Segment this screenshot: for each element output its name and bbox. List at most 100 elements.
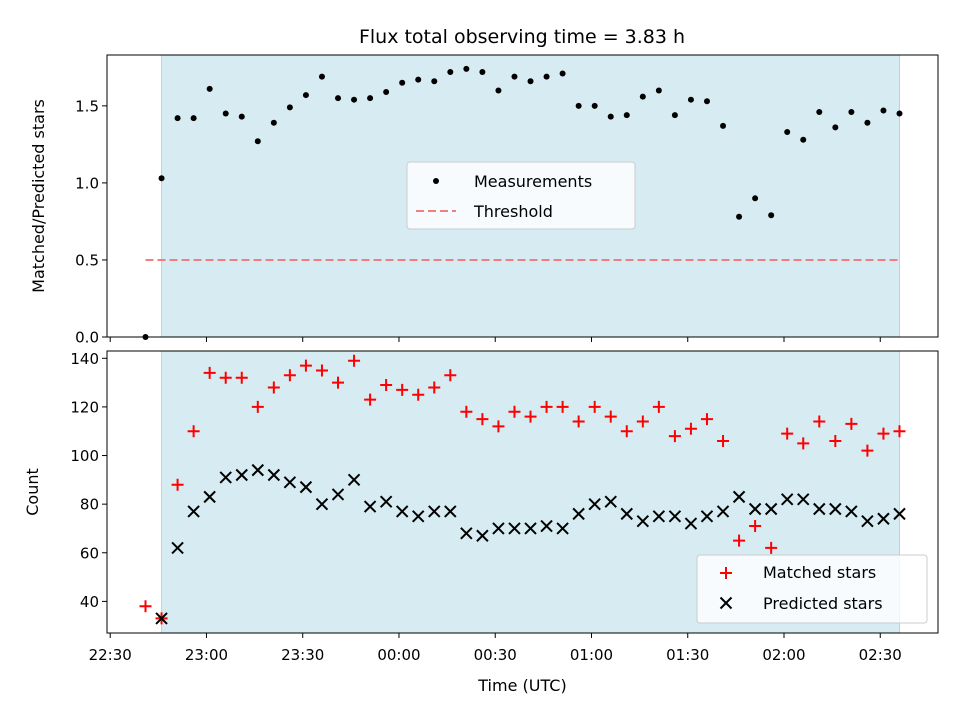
matched-star-point <box>203 366 216 379</box>
top-legend: Measurements Threshold <box>406 161 636 230</box>
measurement-point <box>623 112 630 119</box>
matched-star-point <box>765 541 778 554</box>
measurement-point <box>254 138 261 145</box>
measurement-point <box>880 107 887 114</box>
predicted-star-point <box>780 493 794 506</box>
predicted-star-point <box>732 490 746 504</box>
measurement-point <box>848 109 855 116</box>
measurement-point <box>655 87 662 94</box>
x-tick-label: 02:30 <box>859 646 902 664</box>
matched-star-point <box>700 413 713 426</box>
matched-star-point <box>283 369 296 382</box>
measurement-point <box>479 68 486 75</box>
predicted-star-point <box>412 510 425 523</box>
legend-measurements-label: Measurements <box>474 172 592 191</box>
predicted-star-point <box>171 541 184 555</box>
predicted-star-point <box>444 505 457 518</box>
predicted-star-point <box>604 495 617 508</box>
measurement-point <box>543 73 550 80</box>
matched-star-point <box>797 437 810 450</box>
measurement-point <box>174 115 181 122</box>
legend-threshold-label: Threshold <box>473 202 553 221</box>
predicted-star-point <box>861 514 874 528</box>
y-tick-label: 100 <box>70 447 99 465</box>
matched-star-point <box>332 376 345 389</box>
predicted-star-point <box>379 495 393 508</box>
top-panel-frame <box>106 54 939 338</box>
predicted-star-point <box>684 517 698 530</box>
measurement-point <box>720 122 727 129</box>
matched-star-point <box>348 354 361 367</box>
measurement-point <box>302 92 309 99</box>
predicted-star-point <box>652 510 666 523</box>
matched-star-point <box>508 405 521 418</box>
chart-title: Flux total observing time = 3.83 h <box>359 26 685 48</box>
matched-star-point <box>428 381 441 394</box>
y-tick-label: 80 <box>80 496 99 514</box>
predicted-star-point <box>299 480 313 494</box>
matched-star-point <box>717 434 730 447</box>
predicted-star-point <box>668 510 682 523</box>
bottom-legend-box <box>696 554 928 624</box>
y-axis-label: Matched/Predicted stars <box>29 99 48 293</box>
predicted-star-point <box>572 507 585 521</box>
x-tick-label: 02:00 <box>762 646 805 664</box>
legend-predicted-marker <box>719 596 733 610</box>
measurement-point <box>768 212 775 219</box>
measurement-point <box>591 102 598 109</box>
measurement-point <box>351 96 358 103</box>
matched-star-point <box>749 520 762 533</box>
measurement-point <box>575 102 582 109</box>
measurement-point <box>607 113 614 120</box>
x-axis-label: Time (UTC) <box>477 676 566 695</box>
measurement-point <box>527 78 534 85</box>
measurement-point <box>286 104 293 111</box>
predicted-star-point <box>347 473 361 487</box>
y-tick-label: 0.5 <box>75 251 99 269</box>
predicted-star-point <box>700 510 714 523</box>
bottom-panel: 40 60 80 100 120 140 Count 22:30 23:00 23:30 00:00… <box>23 350 939 695</box>
x-tick-label: 00:30 <box>474 646 517 664</box>
predicted-star-point <box>748 502 762 516</box>
y-axis-label: Count <box>23 468 42 516</box>
measurement-point <box>335 95 342 102</box>
predicted-star-point <box>267 468 281 482</box>
matched-star-point <box>877 427 890 440</box>
matched-star-point <box>460 405 473 418</box>
measurement-point <box>431 78 438 85</box>
top-legend-box <box>406 161 636 230</box>
x-tick-label: 22:30 <box>89 646 132 664</box>
matched-star-point <box>893 425 906 438</box>
y-tick-label: 60 <box>80 544 99 562</box>
legend-predicted-label: Predicted stars <box>763 594 883 613</box>
matched-star-point <box>219 371 232 384</box>
matched-star-point <box>556 400 569 413</box>
legend-matched-label: Matched stars <box>763 563 876 582</box>
predicted-star-point <box>476 529 489 542</box>
matched-star-point <box>620 425 633 438</box>
matched-star-point <box>476 413 489 426</box>
matched-star-point <box>412 388 425 401</box>
y-tick-label: 120 <box>70 398 99 416</box>
predicted-star-point <box>813 502 826 516</box>
measurement-point <box>270 119 277 126</box>
matched-star-point <box>636 415 649 428</box>
matched-star-point <box>588 400 601 413</box>
predicted-star-point <box>219 471 232 484</box>
matched-star-point <box>171 478 184 491</box>
predicted-star-point <box>716 505 730 518</box>
top-panel: 0.0 0.5 1.0 1.5 Matched/Predicted stars Measu… <box>29 54 939 347</box>
predicted-star-point <box>764 502 778 516</box>
predicted-star-point <box>797 493 810 506</box>
measurement-point <box>206 85 213 92</box>
bottom-legend: Matched stars Predicted stars <box>696 554 928 624</box>
matched-star-point <box>380 379 393 392</box>
x-tick-label: 00:00 <box>377 646 420 664</box>
matched-star-point <box>139 600 152 613</box>
measurement-point <box>383 88 390 95</box>
legend-matched-marker <box>720 567 732 579</box>
matched-star-point <box>829 434 842 447</box>
measurement-point <box>816 109 823 116</box>
measurement-point <box>495 87 502 94</box>
